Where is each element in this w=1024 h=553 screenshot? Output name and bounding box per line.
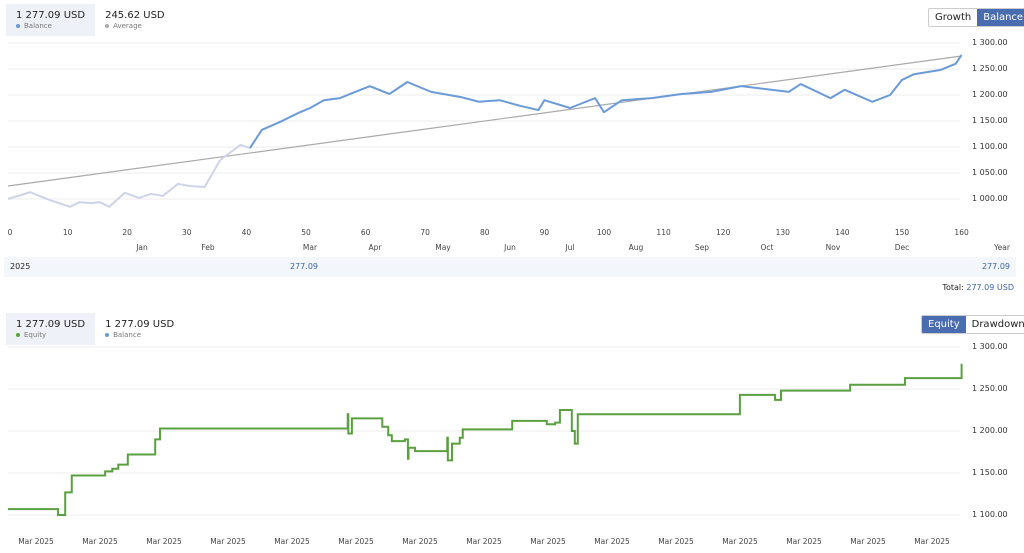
legend-balance[interactable]: 1 277.09 USD Balance	[6, 4, 96, 36]
y-tick-label: 1 250.00	[972, 64, 1008, 73]
legend-average[interactable]: 245.62 USD Average	[105, 10, 165, 30]
month-label: May	[435, 243, 451, 252]
x-tick-label: 0	[7, 228, 13, 237]
legend-balance-bottom[interactable]: 1 277.09 USD Balance	[105, 319, 175, 339]
balance-dot-icon	[105, 333, 110, 337]
balance-line-early	[7, 143, 251, 208]
balance-line	[249, 54, 963, 149]
y-tick-label: 1 150.00	[972, 116, 1008, 125]
y-tick-label: 1 250.00	[972, 384, 1008, 393]
year-label: 2025	[10, 262, 31, 271]
month-label: Apr	[368, 243, 382, 252]
y-tick-label: 1 150.00	[972, 468, 1008, 477]
mar-value: 277.09	[290, 262, 318, 271]
x-tick-label: 150	[894, 228, 910, 237]
legend-equity[interactable]: 1 277.09 USD Equity	[6, 313, 96, 345]
x-tick-label: 100	[596, 228, 612, 237]
month-label: Jun	[504, 243, 516, 252]
equity-button[interactable]: Equity	[922, 316, 966, 333]
x-tick-label: 50	[301, 228, 311, 237]
x-tick-label: 20	[122, 228, 132, 237]
x-tick-label: 90	[539, 228, 550, 237]
x-tick-label: Mar 2025	[82, 537, 118, 546]
equity-dot-icon	[16, 333, 20, 337]
equity-line	[8, 363, 963, 516]
x-tick-label: Mar 2025	[786, 537, 822, 546]
bottom-legend: 1 277.09 USD Equity 1 277.09 USD Balance	[6, 313, 184, 345]
bottom-view-toggle: Equity Drawdown	[921, 315, 1024, 334]
top-legend: 1 277.09 USD Balance 245.62 USD Average	[6, 4, 175, 36]
y-tick-label: 1 300.00	[972, 342, 1008, 351]
x-tick-label: 30	[182, 228, 192, 237]
x-tick-label: Mar 2025	[274, 537, 310, 546]
y-tick-label: 1 100.00	[972, 142, 1008, 151]
top-view-toggle: Growth Balance	[928, 8, 1024, 27]
x-tick-label: 40	[241, 228, 252, 237]
y-tick-label: 1 050.00	[972, 168, 1008, 177]
drawdown-button[interactable]: Drawdown	[965, 316, 1024, 333]
x-tick-label: Mar 2025	[338, 537, 374, 546]
x-tick-label: Mar 2025	[722, 537, 758, 546]
x-tick-label: Mar 2025	[594, 537, 630, 546]
y-tick-label: 1 200.00	[972, 426, 1008, 435]
year-total-value: 277.09	[982, 262, 1010, 271]
average-line	[7, 55, 962, 187]
x-tick-label: 120	[716, 228, 731, 237]
x-tick-label: 60	[360, 228, 371, 237]
x-tick-label: 80	[480, 228, 490, 237]
month-label: Sep	[694, 243, 710, 252]
month-label: Aug	[628, 243, 644, 252]
x-tick-label: 160	[954, 228, 969, 237]
x-tick-label: Mar 2025	[466, 537, 502, 546]
growth-button[interactable]: Growth	[929, 9, 978, 26]
month-label: Jul	[565, 243, 575, 252]
month-label: Feb	[201, 243, 215, 252]
month-label: Dec	[894, 243, 910, 252]
balance-dot-icon	[16, 24, 20, 28]
month-label: Oct	[760, 243, 774, 252]
y-tick-label: 1 000.00	[972, 194, 1008, 203]
y-tick-label: 1 300.00	[972, 38, 1008, 47]
x-tick-label: Mar 2025	[658, 537, 694, 546]
year-row: 2025 277.09 277.09	[4, 257, 1016, 277]
x-tick-label: Mar 2025	[146, 537, 182, 546]
x-tick-label: Mar 2025	[402, 537, 438, 546]
x-tick-label: 110	[656, 228, 671, 237]
x-tick-label: Mar 2025	[530, 537, 566, 546]
y-tick-label: 1 100.00	[972, 510, 1008, 519]
x-tick-label: 140	[835, 228, 850, 237]
total: Total: 277.09 USD	[942, 283, 1014, 292]
x-tick-label: 130	[775, 228, 790, 237]
month-label: Nov	[825, 243, 841, 252]
month-label: Jan	[136, 243, 148, 252]
month-label: Mar	[302, 243, 318, 252]
month-label: Year	[994, 243, 1010, 252]
x-tick-label: Mar 2025	[850, 537, 886, 546]
x-tick-label: 10	[62, 228, 73, 237]
x-tick-label: Mar 2025	[914, 537, 950, 546]
balance-button[interactable]: Balance	[977, 9, 1024, 26]
y-tick-label: 1 200.00	[972, 90, 1008, 99]
x-tick-label: Mar 2025	[18, 537, 54, 546]
balance-chart	[7, 42, 963, 208]
x-tick-label: Mar 2025	[210, 537, 246, 546]
x-tick-label: 70	[420, 228, 430, 237]
average-dot-icon	[105, 24, 110, 28]
